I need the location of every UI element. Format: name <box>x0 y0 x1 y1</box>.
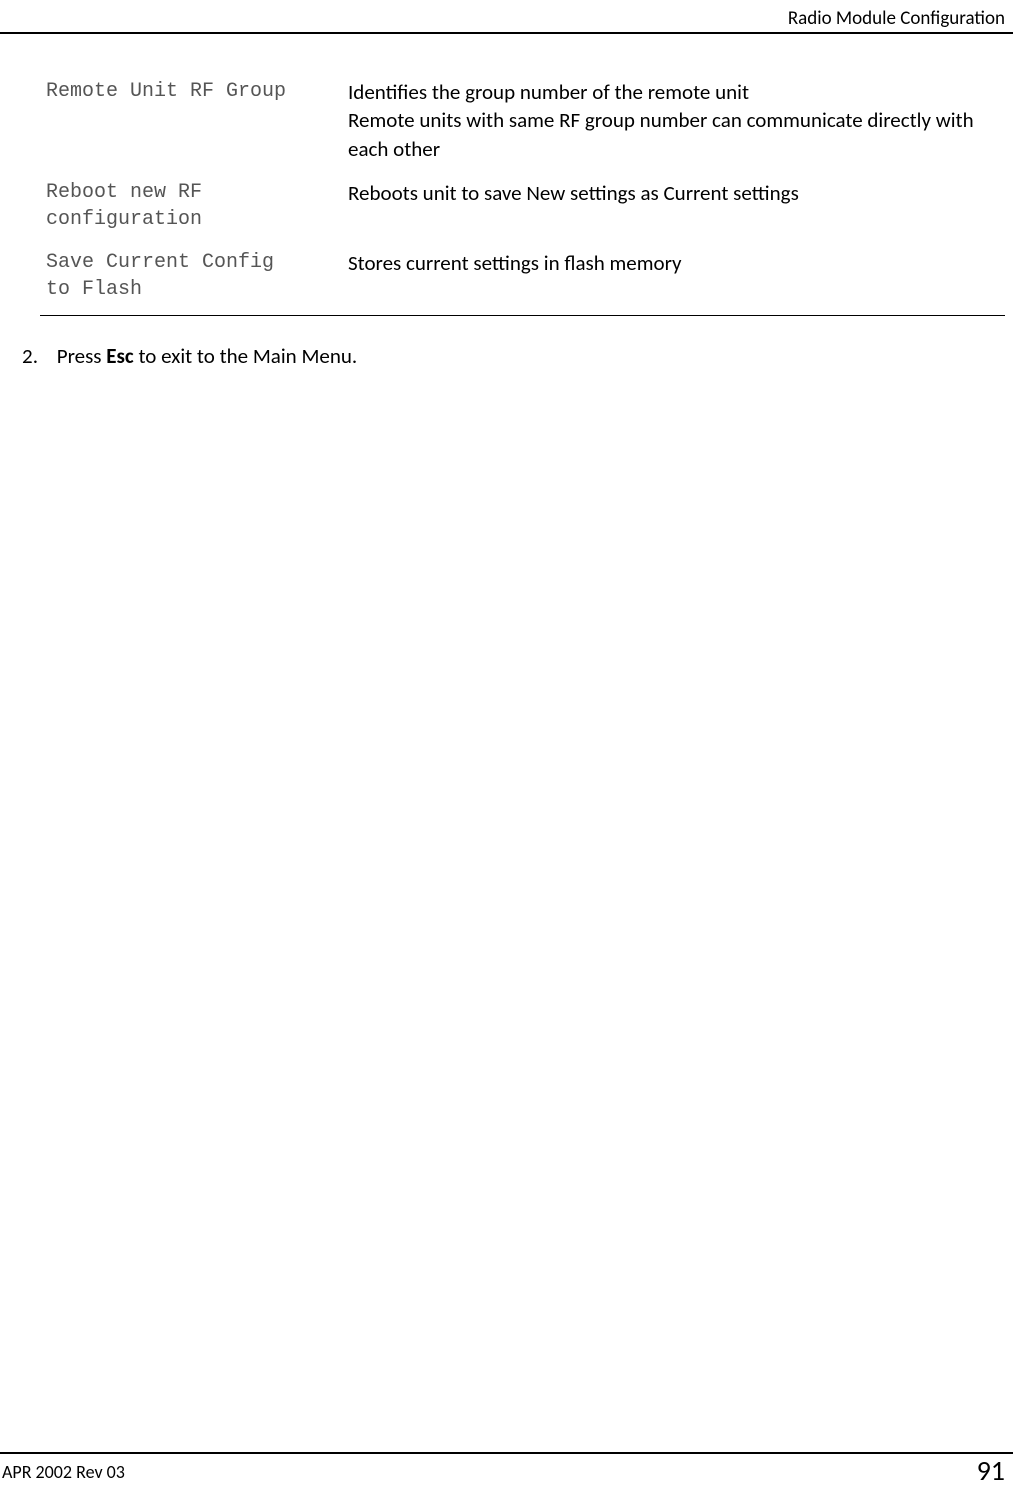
description-cell: Identifies the group number of the remot… <box>342 72 1005 173</box>
step-text-post: to exit to the Main Menu. <box>134 343 358 369</box>
table-row: Reboot new RF configuration Reboots unit… <box>40 173 1005 243</box>
description-line: Identifies the group number of the remot… <box>348 78 999 106</box>
running-header: Radio Module Configuration <box>788 6 1005 32</box>
step-text-pre: Press <box>57 343 107 369</box>
step-key: Esc <box>106 343 133 369</box>
term-cell: Reboot new RF configuration <box>40 173 342 243</box>
description-cell: Stores current settings in flash memory <box>342 243 1005 313</box>
instruction-step: 2. Press Esc to exit to the Main Menu. <box>2 342 1005 370</box>
table-row: Save Current Config to Flash Stores curr… <box>40 243 1005 313</box>
description-line: Remote units with same RF group number c… <box>348 106 999 163</box>
description-line: Stores current settings in flash memory <box>348 249 999 277</box>
document-page: Radio Module Configuration Remote Unit R… <box>0 0 1013 1496</box>
description-line: Reboots unit to save New settings as Cur… <box>348 179 999 207</box>
description-cell: Reboots unit to save New settings as Cur… <box>342 173 1005 243</box>
table-bottom-rule <box>40 315 1005 316</box>
page-number: 91 <box>977 1452 1005 1490</box>
term-cell: Save Current Config to Flash <box>40 243 342 313</box>
header-rule <box>0 32 1013 34</box>
term-cell: Remote Unit RF Group <box>40 72 342 173</box>
page-content: Remote Unit RF Group Identifies the grou… <box>40 72 1005 370</box>
footer-rule <box>0 1452 1013 1454</box>
table-row: Remote Unit RF Group Identifies the grou… <box>40 72 1005 173</box>
footer-revision: APR 2002 Rev 03 <box>2 1460 125 1484</box>
definitions-table: Remote Unit RF Group Identifies the grou… <box>40 72 1005 313</box>
step-number: 2. <box>2 342 38 370</box>
